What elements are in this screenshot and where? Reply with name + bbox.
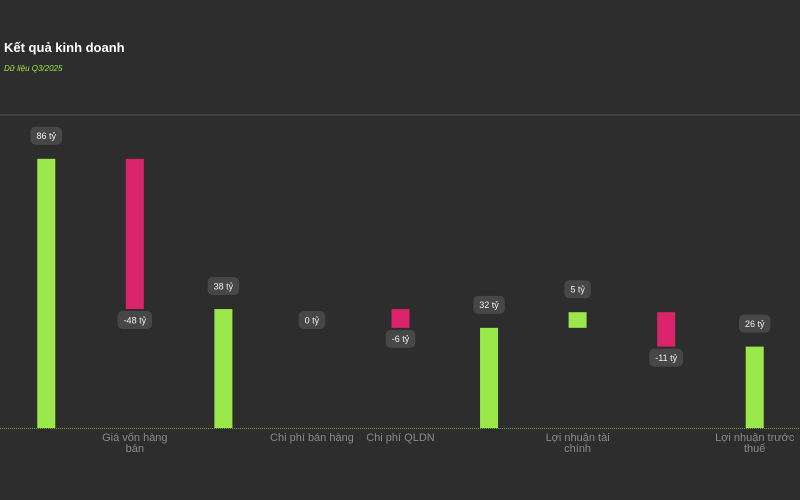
- value-label: 5 tỷ: [570, 285, 585, 295]
- x-tick-label: Chi phí QLDN: [366, 432, 435, 444]
- value-label: -48 tỷ: [124, 315, 147, 325]
- value-label-bg: [385, 329, 416, 348]
- bar: [568, 312, 587, 328]
- value-label: -6 tỷ: [392, 334, 410, 344]
- value-label: 86 tỷ: [37, 131, 57, 141]
- value-label-bg: [207, 277, 240, 296]
- x-tick-label: Lợi nhuận trước thuế: [715, 432, 795, 455]
- value-label-bg: [564, 280, 591, 299]
- bar: [745, 346, 764, 428]
- value-label: 26 tỷ: [745, 319, 765, 329]
- bar: [37, 158, 56, 428]
- x-tick-label: Chi phí bán hàng: [270, 432, 354, 444]
- value-label-bg: [473, 295, 505, 314]
- value-label: 32 tỷ: [479, 300, 499, 310]
- value-label: 38 tỷ: [214, 281, 234, 291]
- bar: [391, 309, 410, 328]
- bar: [657, 312, 676, 347]
- value-label-bg: [738, 314, 771, 333]
- value-label-bg: [649, 348, 684, 367]
- bar: [214, 309, 233, 428]
- value-label-bg: [117, 311, 153, 330]
- x-tick-label: Giá vốn hàng bán: [102, 432, 168, 455]
- chart-title: Kết quả kinh doanh: [4, 40, 125, 55]
- bar: [125, 158, 144, 310]
- chart-subtitle: Dữ liệu Q3/2025: [4, 64, 63, 73]
- value-label-bg: [30, 126, 63, 145]
- x-tick-label: Lợi nhuận tài chính: [545, 432, 610, 455]
- bar: [480, 327, 499, 428]
- value-label-bg: [298, 311, 326, 330]
- value-label: 0 tỷ: [305, 315, 320, 325]
- value-label: -11 tỷ: [655, 353, 677, 363]
